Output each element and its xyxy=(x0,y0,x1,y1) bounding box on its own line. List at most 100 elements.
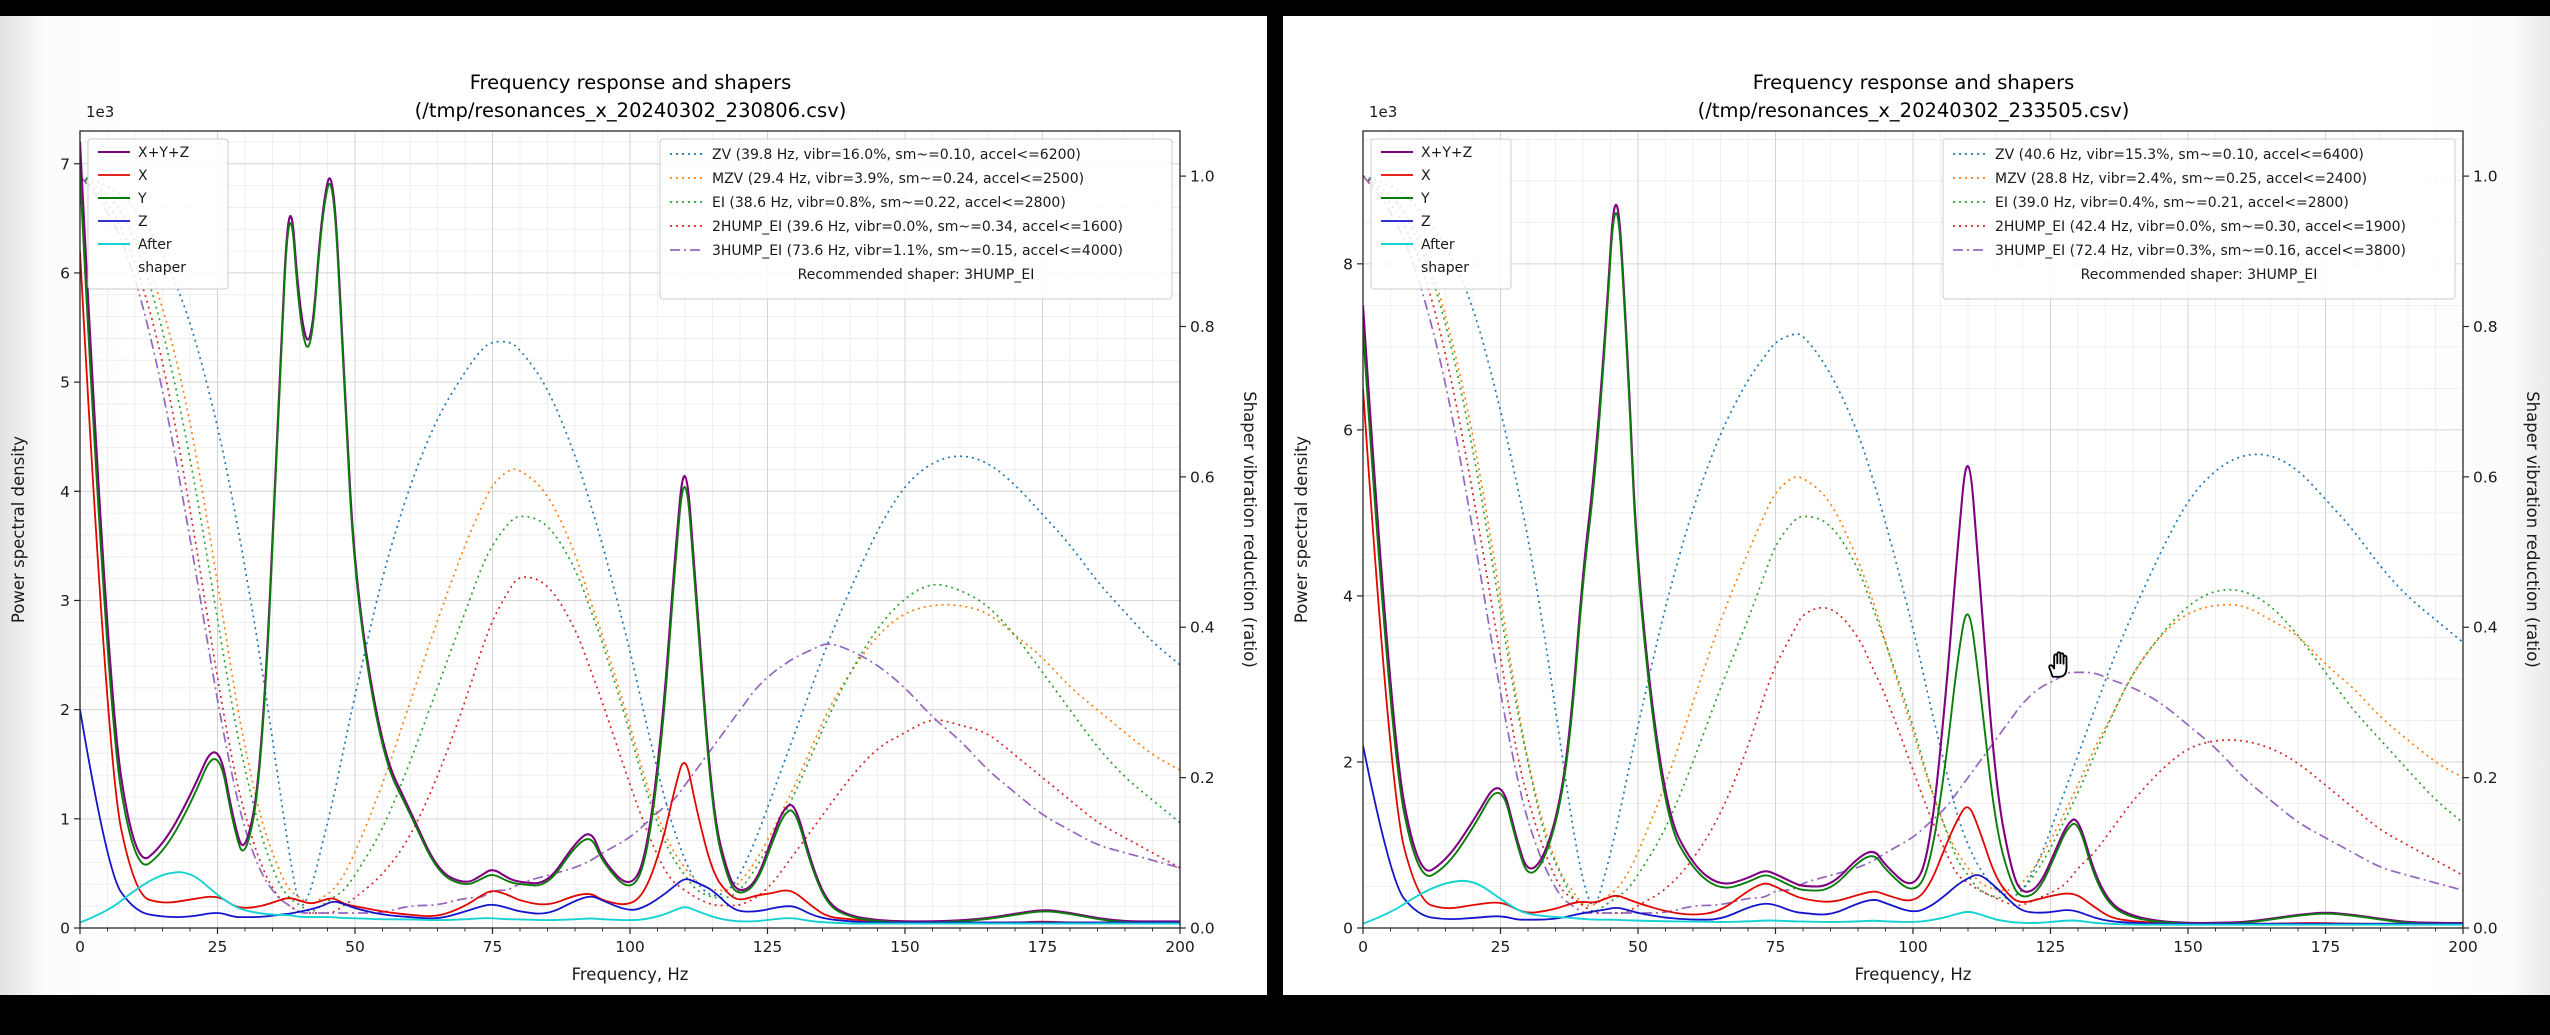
svg-text:5: 5 xyxy=(60,374,70,392)
axis-labels: Power spectral density Shaper vibration r… xyxy=(1292,391,2542,984)
svg-text:75: 75 xyxy=(483,938,503,956)
charts-row: Frequency response and shapers (/tmp/res… xyxy=(0,16,2550,995)
svg-text:0.4: 0.4 xyxy=(2473,619,2498,637)
svg-text:X+Y+Z: X+Y+Z xyxy=(1421,145,1472,161)
svg-text:3HUMP_EI (72.4 Hz, vibr=0.3%,: 3HUMP_EI (72.4 Hz, vibr=0.3%, sm~=0.16, … xyxy=(1995,243,2406,259)
svg-text:0.2: 0.2 xyxy=(2473,769,2498,787)
right-chart-title-block: Frequency response and shapers (/tmp/res… xyxy=(1283,69,2544,125)
svg-text:50: 50 xyxy=(345,938,365,956)
series-mzv xyxy=(80,175,1180,905)
left-chart-figure: Frequency response and shapers (/tmp/res… xyxy=(0,16,1267,995)
recommended-shaper-note: Recommended shaper: 3HUMP_EI xyxy=(2081,267,2318,283)
svg-text:25: 25 xyxy=(208,938,228,956)
left-chart-title-block: Frequency response and shapers (/tmp/res… xyxy=(0,69,1261,125)
center-divider xyxy=(1267,16,1283,995)
svg-text:0.8: 0.8 xyxy=(2473,318,2498,336)
svg-text:1e3: 1e3 xyxy=(1369,103,1397,121)
svg-text:0.6: 0.6 xyxy=(2473,468,2498,486)
ylabel-right: Shaper vibration reduction (ratio) xyxy=(2523,391,2542,668)
hand-cursor-icon xyxy=(2048,651,2068,678)
svg-text:200: 200 xyxy=(1165,938,1195,956)
svg-text:200: 200 xyxy=(2448,938,2478,956)
svg-text:0.0: 0.0 xyxy=(2473,920,2498,938)
series-3hump-ei xyxy=(80,175,1180,914)
chart-subtitle: (/tmp/resonances_x_20240302_230806.csv) xyxy=(414,99,847,122)
svg-text:4: 4 xyxy=(1343,587,1353,605)
svg-text:EI (38.6 Hz, vibr=0.8%, sm~=0.: EI (38.6 Hz, vibr=0.8%, sm~=0.22, accel<… xyxy=(712,195,1066,211)
right-plot-canvas: 0 25 50 75 100 125 150 175 200 0 2 4 6 8 0.0 0.2 0.4 0.6 0… xyxy=(1292,103,2542,984)
chart-title: Frequency response and shapers xyxy=(1752,71,2075,94)
series-layer xyxy=(80,141,1180,925)
chart-subtitle: (/tmp/resonances_x_20240302_233505.csv) xyxy=(1697,99,2130,122)
svg-text:After: After xyxy=(138,237,172,253)
svg-text:100: 100 xyxy=(1898,938,1928,956)
chart-title: Frequency response and shapers xyxy=(469,71,792,94)
svg-text:ZV (40.6 Hz, vibr=15.3%, sm~=0: ZV (40.6 Hz, vibr=15.3%, sm~=0.10, accel… xyxy=(1995,147,2364,163)
right-chart-figure: Frequency response and shapers (/tmp/res… xyxy=(1283,16,2550,995)
series-2hump-ei xyxy=(80,175,1180,914)
svg-text:6: 6 xyxy=(60,264,70,282)
svg-text:shaper: shaper xyxy=(138,260,186,276)
svg-text:125: 125 xyxy=(753,938,783,956)
xlabel: Frequency, Hz xyxy=(1855,965,1972,984)
bottom-letterbox-bar xyxy=(0,995,2550,1035)
legend-psd: X+Y+Z XYZ After shaper xyxy=(1370,138,1512,290)
svg-text:2HUMP_EI (42.4 Hz, vibr=0.0%,: 2HUMP_EI (42.4 Hz, vibr=0.0%, sm~=0.30, … xyxy=(1995,219,2406,235)
svg-text:MZV (29.4 Hz, vibr=3.9%, sm~=0: MZV (29.4 Hz, vibr=3.9%, sm~=0.24, accel… xyxy=(712,171,1084,187)
svg-text:0: 0 xyxy=(1343,920,1353,938)
svg-text:Y: Y xyxy=(1420,191,1430,207)
minor-grid xyxy=(80,131,1180,928)
series-after-shaper xyxy=(80,871,1180,925)
series-2hump-ei xyxy=(1363,175,2463,914)
svg-text:ZV (39.8 Hz, vibr=16.0%, sm~=0: ZV (39.8 Hz, vibr=16.0%, sm~=0.10, accel… xyxy=(712,147,1081,163)
svg-text:X: X xyxy=(138,168,148,184)
axis-labels: Power spectral density Shaper vibration r… xyxy=(9,391,1259,984)
series-ei xyxy=(80,175,1180,912)
svg-text:75: 75 xyxy=(1766,938,1786,956)
ylabel-right: Shaper vibration reduction (ratio) xyxy=(1240,391,1259,668)
svg-text:1.0: 1.0 xyxy=(1190,168,1215,186)
svg-text:8: 8 xyxy=(1343,255,1353,273)
ylabel-left: Power spectral density xyxy=(9,436,28,623)
series-zv xyxy=(1363,175,2463,906)
legend-shapers: ZV (40.6 Hz, vibr=15.3%, sm~=0.10, accel… xyxy=(1942,138,2456,300)
svg-text:4: 4 xyxy=(60,483,70,501)
svg-text:100: 100 xyxy=(615,938,645,956)
xlabel: Frequency, Hz xyxy=(572,965,689,984)
series-mzv xyxy=(1363,175,2463,907)
series-ei xyxy=(1363,175,2463,912)
svg-text:1e3: 1e3 xyxy=(86,103,114,121)
svg-text:25: 25 xyxy=(1491,938,1511,956)
svg-text:50: 50 xyxy=(1628,938,1648,956)
tick-labels: 0 25 50 75 100 125 150 175 200 0 1 2 3 4 5 6 7 0.0 0.2 0.4 0… xyxy=(60,103,1215,956)
series-layer xyxy=(1363,175,2463,926)
svg-text:0.0: 0.0 xyxy=(1190,920,1215,938)
svg-text:1.0: 1.0 xyxy=(2473,168,2498,186)
svg-text:0.8: 0.8 xyxy=(1190,318,1215,336)
svg-text:After: After xyxy=(1421,237,1455,253)
svg-text:0: 0 xyxy=(75,938,85,956)
svg-text:shaper: shaper xyxy=(1421,260,1469,276)
svg-text:X+Y+Z: X+Y+Z xyxy=(138,145,189,161)
ylabel-left: Power spectral density xyxy=(1292,436,1311,623)
series-y xyxy=(80,174,1180,924)
svg-text:3HUMP_EI (73.6 Hz, vibr=1.1%,: 3HUMP_EI (73.6 Hz, vibr=1.1%, sm~=0.15, … xyxy=(712,243,1123,259)
svg-text:6: 6 xyxy=(1343,421,1353,439)
svg-text:2HUMP_EI (39.6 Hz, vibr=0.0%,: 2HUMP_EI (39.6 Hz, vibr=0.0%, sm~=0.34, … xyxy=(712,219,1123,235)
svg-text:175: 175 xyxy=(2311,938,2341,956)
svg-text:X: X xyxy=(1421,168,1431,184)
svg-text:125: 125 xyxy=(2036,938,2066,956)
tick-labels: 0 25 50 75 100 125 150 175 200 0 2 4 6 8 0.0 0.2 0.4 0.6 0… xyxy=(1343,103,2498,956)
svg-text:0: 0 xyxy=(1358,938,1368,956)
series-after-shaper xyxy=(1363,879,2463,926)
svg-text:EI (39.0 Hz, vibr=0.4%, sm~=0.: EI (39.0 Hz, vibr=0.4%, sm~=0.21, accel<… xyxy=(1995,195,2349,211)
svg-text:0.6: 0.6 xyxy=(1190,468,1215,486)
top-letterbox-bar xyxy=(0,0,2550,16)
svg-text:1: 1 xyxy=(60,810,70,828)
svg-text:MZV (28.8 Hz, vibr=2.4%, sm~=0: MZV (28.8 Hz, vibr=2.4%, sm~=0.25, accel… xyxy=(1995,171,2367,187)
series-zv xyxy=(80,175,1180,906)
left-plot-canvas: 0 25 50 75 100 125 150 175 200 0 1 2 3 4 5 6 7 0.0 0.2 0.4 0… xyxy=(9,103,1259,984)
mouse-cursor xyxy=(2042,647,2076,681)
legend-shapers: ZV (39.8 Hz, vibr=16.0%, sm~=0.10, accel… xyxy=(659,138,1173,300)
